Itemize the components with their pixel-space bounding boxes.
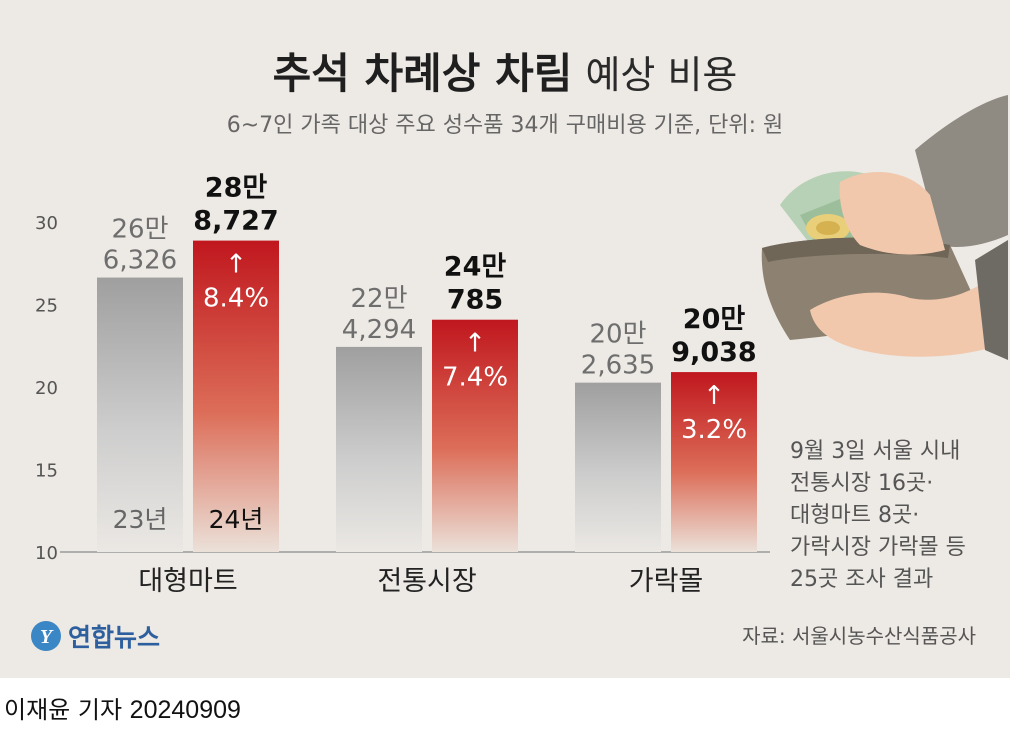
byline: 이재윤 기자 20240909 <box>4 690 241 725</box>
increase-arrow-icon: ↑ <box>703 381 725 411</box>
yonhap-logo: Y 연합뉴스 <box>31 621 160 652</box>
chart-title-light: 예상 비용 <box>585 53 737 97</box>
value-label-prev: 20만 <box>589 320 646 350</box>
increase-arrow-icon: ↑ <box>225 250 247 280</box>
y-tick-label: 10 <box>35 543 58 564</box>
increase-rate-label: 3.2% <box>681 415 747 445</box>
publish-date: 20240909 <box>129 696 241 724</box>
value-label-prev: 2,635 <box>581 351 655 381</box>
increase-rate-label: 8.4% <box>203 284 269 314</box>
series-label-prev: 23년 <box>113 505 168 534</box>
increase-rate-label: 7.4% <box>442 363 508 393</box>
value-label-current: 24만 <box>444 252 507 283</box>
reporter-name: 이재윤 기자 <box>4 696 123 724</box>
value-label-current: 28만 <box>205 173 268 204</box>
yonhap-logo-icon <box>31 621 61 651</box>
chart-title: 추석 차례상 차림 예상 비용 <box>273 49 738 98</box>
value-label-prev: 26만 <box>111 215 168 245</box>
category-label: 대형마트 <box>138 566 237 597</box>
note-line: 가락시장 가락몰 등 <box>790 535 966 560</box>
yonhap-logo-glyph: Y <box>40 626 54 648</box>
value-label-prev: 4,294 <box>342 315 416 345</box>
y-tick-label: 15 <box>35 461 58 482</box>
value-label-current: 785 <box>447 285 503 316</box>
y-tick-label: 20 <box>35 378 58 399</box>
y-tick-label: 30 <box>35 213 58 234</box>
note-line: 25곳 조사 결과 <box>790 567 933 592</box>
value-label-prev: 6,326 <box>103 246 177 276</box>
value-label-current: 8,727 <box>193 206 278 237</box>
category-label: 전통시장 <box>377 566 476 597</box>
bar-24년-가락몰 <box>671 372 757 552</box>
bar-23년-대형마트 <box>97 277 183 552</box>
bar-23년-가락몰 <box>575 382 661 552</box>
value-label-prev: 22만 <box>350 284 407 314</box>
chart-title-bold: 추석 차례상 차림 <box>273 49 573 98</box>
yonhap-logo-text: 연합뉴스 <box>68 623 160 652</box>
series-label-current: 24년 <box>209 505 264 534</box>
wallet-money-illustration <box>761 95 1008 360</box>
note-line: 9월 3일 서울 시내 <box>790 439 960 464</box>
increase-arrow-icon: ↑ <box>464 329 486 359</box>
category-label: 가락몰 <box>629 566 704 597</box>
value-label-current: 20만 <box>683 304 746 335</box>
chart: 추석 차례상 차림 예상 비용 6~7인 가족 대상 주요 성수품 34개 구매… <box>31 49 1008 652</box>
bar-23년-전통시장 <box>336 346 422 552</box>
y-tick-label: 25 <box>35 296 58 317</box>
value-label-current: 9,038 <box>671 337 756 368</box>
note-line: 전통시장 16곳· <box>790 471 933 496</box>
bar-24년-전통시장 <box>432 319 518 552</box>
note-line: 대형마트 8곳· <box>790 503 919 528</box>
bar-24년-대형마트 <box>193 240 279 552</box>
source-text: 자료: 서울시농수산식품공사 <box>742 624 976 648</box>
chart-subtitle: 6~7인 가족 대상 주요 성수품 34개 구매비용 기준, 단위: 원 <box>227 113 784 138</box>
